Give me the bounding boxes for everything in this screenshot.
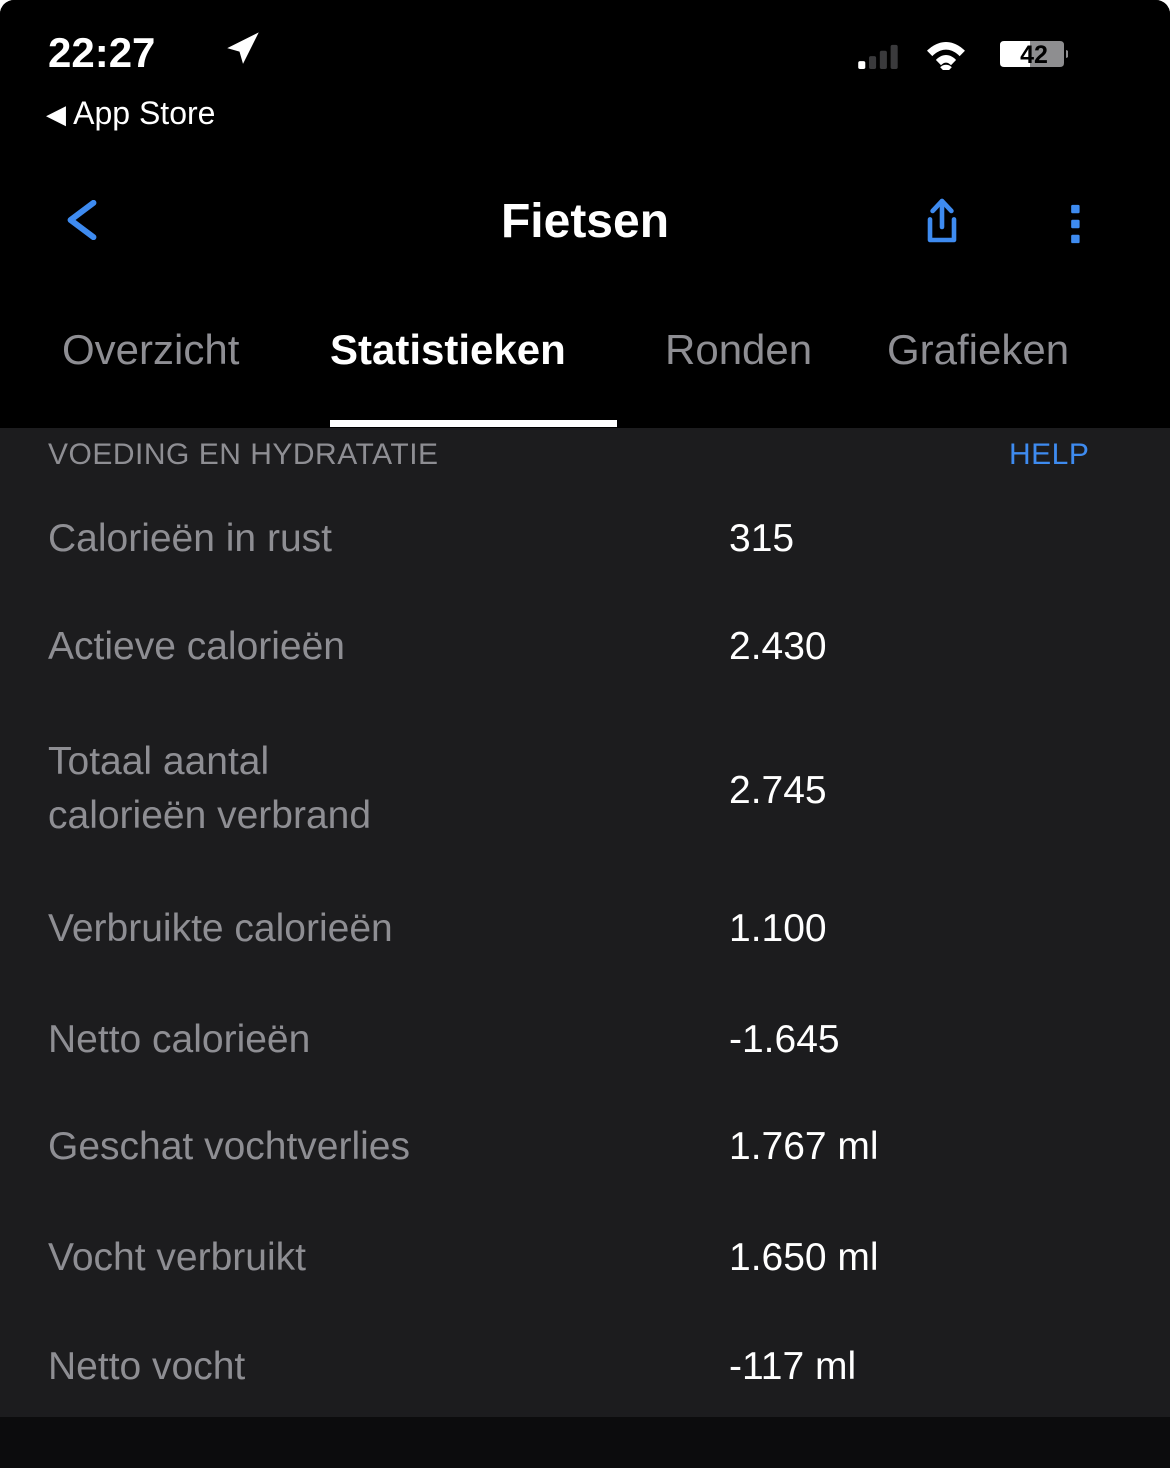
svg-text:42: 42 bbox=[1020, 41, 1048, 69]
